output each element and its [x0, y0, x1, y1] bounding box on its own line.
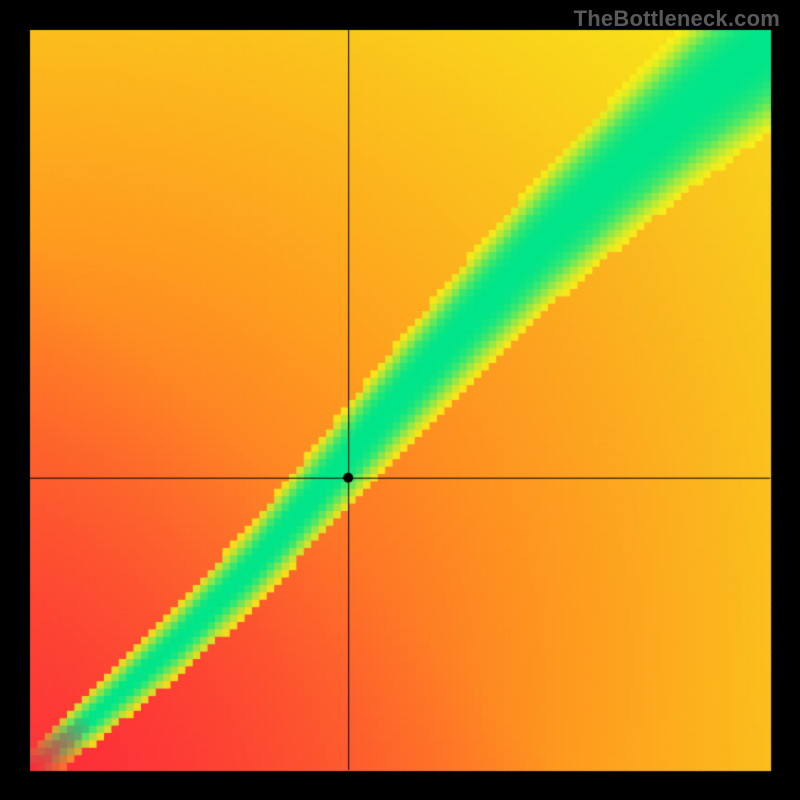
bottleneck-heatmap — [0, 0, 800, 800]
chart-frame: TheBottleneck.com — [0, 0, 800, 800]
watermark-text: TheBottleneck.com — [574, 6, 780, 32]
